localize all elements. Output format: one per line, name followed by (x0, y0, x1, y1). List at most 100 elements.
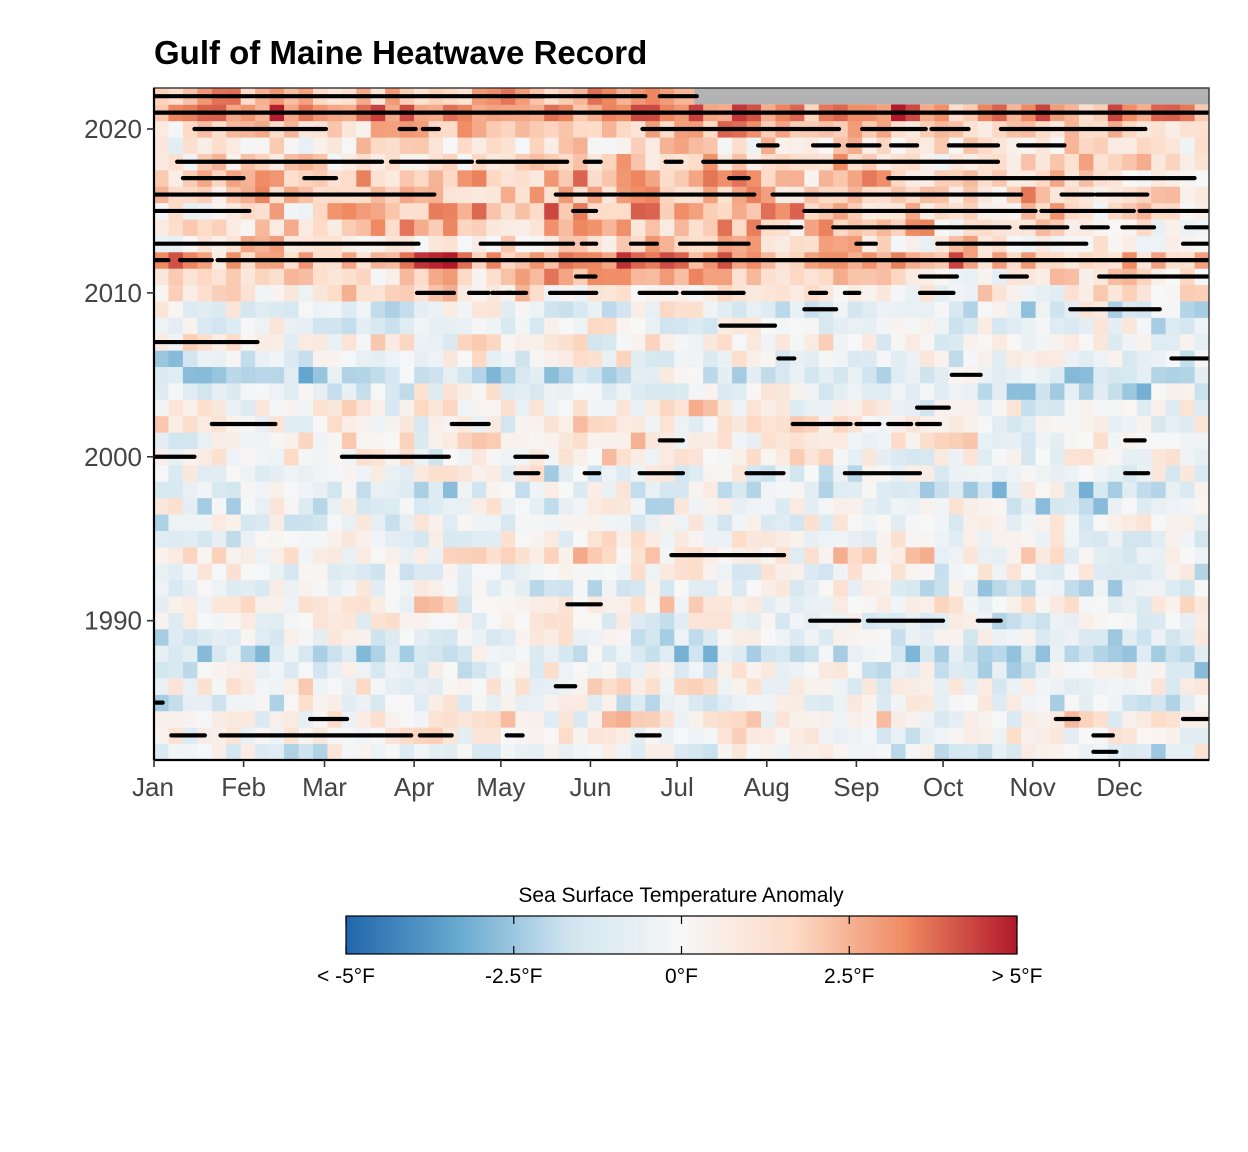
heat-cell (1136, 399, 1152, 417)
heat-cell (1194, 153, 1209, 171)
heat-cell (645, 530, 661, 548)
x-axis-ticks: Jan Feb Mar Apr May Jun Jul Aug Sep Oct Nov Dec (132, 760, 1143, 802)
heat-cell (934, 563, 950, 581)
heat-cell (602, 661, 618, 679)
heat-cell (688, 202, 704, 220)
heat-cell (760, 169, 777, 187)
no-data-cell (694, 88, 1209, 105)
heat-cell (168, 350, 184, 368)
heat-cell (645, 628, 661, 646)
heat-cell (486, 563, 502, 581)
heat-cell (1021, 710, 1037, 728)
heat-cell (630, 743, 646, 760)
heat-cell (659, 514, 675, 531)
heat-cell (645, 169, 661, 187)
heat-cell (674, 514, 690, 531)
heat-cell (486, 645, 502, 663)
heat-cell (862, 350, 878, 368)
heat-cell (804, 383, 820, 400)
heat-cell (255, 333, 271, 351)
heat-cell (312, 661, 329, 679)
heat-cell (341, 497, 357, 515)
heat-cell (573, 366, 589, 384)
heat-cell (211, 743, 227, 760)
heat-cell (370, 219, 386, 236)
heat-cell (833, 497, 849, 515)
heat-cell (327, 743, 343, 760)
heat-cell (703, 169, 719, 187)
heat-cell (1165, 153, 1181, 171)
heat-cell (385, 169, 401, 187)
heat-cell (977, 448, 993, 466)
heat-cell (587, 448, 603, 466)
heat-cell (674, 645, 690, 663)
heat-cell (804, 448, 820, 466)
heat-cell (862, 743, 878, 760)
heat-cell (717, 661, 733, 679)
heat-cell (457, 301, 473, 318)
heat-cell (602, 268, 618, 286)
heat-cell (891, 661, 907, 679)
heat-cell (1122, 366, 1138, 384)
heat-cell (443, 710, 459, 728)
heat-cell (963, 530, 979, 548)
heat-cell (992, 317, 1008, 335)
heat-cell (457, 137, 473, 154)
heat-cell (587, 333, 603, 351)
heat-cell (645, 333, 661, 351)
heat-cell (1050, 333, 1066, 351)
heat-cell (905, 448, 921, 466)
heat-cell (428, 694, 444, 712)
heat-cell (1180, 481, 1196, 499)
heat-cell (399, 628, 415, 646)
heat-cell (1064, 628, 1080, 646)
heat-cell (674, 415, 690, 433)
heat-cell (1021, 579, 1037, 597)
heat-cell (298, 563, 314, 581)
heat-cell (1035, 661, 1051, 679)
heat-cell (341, 399, 357, 417)
heat-cell (1006, 710, 1022, 728)
heat-cell (154, 432, 170, 449)
heat-cell (312, 284, 329, 302)
heat-cell (1021, 301, 1037, 318)
heat-cell (211, 694, 227, 712)
y-tick-label: 2010 (84, 278, 142, 308)
heat-cell (154, 596, 170, 613)
heat-cell (717, 333, 733, 351)
heat-cell (587, 563, 603, 581)
heat-cell (789, 464, 805, 482)
heat-cell (428, 645, 444, 663)
heat-cell (1093, 383, 1109, 400)
heat-cell (558, 350, 574, 368)
heat-cell (457, 530, 473, 548)
heat-cell (1194, 743, 1209, 760)
heat-cell (703, 514, 719, 531)
heat-cell (862, 284, 878, 302)
heat-cell (1194, 530, 1209, 548)
heat-cell (1165, 186, 1181, 204)
heat-cell (284, 497, 300, 515)
heat-cell (486, 612, 502, 630)
heat-cell (746, 727, 762, 745)
heat-cell (240, 317, 256, 335)
heat-cell (226, 645, 242, 663)
heat-cell (154, 284, 170, 302)
heat-cell (905, 727, 921, 745)
heat-cell (370, 383, 386, 400)
heat-cell (616, 530, 632, 548)
heat-cell (1006, 301, 1022, 318)
heat-cell (804, 235, 820, 253)
heat-cell (977, 596, 993, 613)
heat-cell (255, 268, 271, 286)
heat-cell (197, 481, 213, 499)
heat-cell (992, 366, 1008, 384)
heat-cell (977, 415, 993, 433)
heat-cell (977, 710, 993, 728)
heat-cell (515, 694, 531, 712)
heat-cell (732, 661, 748, 679)
heat-cell (385, 497, 401, 515)
heat-cell (529, 579, 545, 597)
heat-cell (327, 432, 343, 449)
